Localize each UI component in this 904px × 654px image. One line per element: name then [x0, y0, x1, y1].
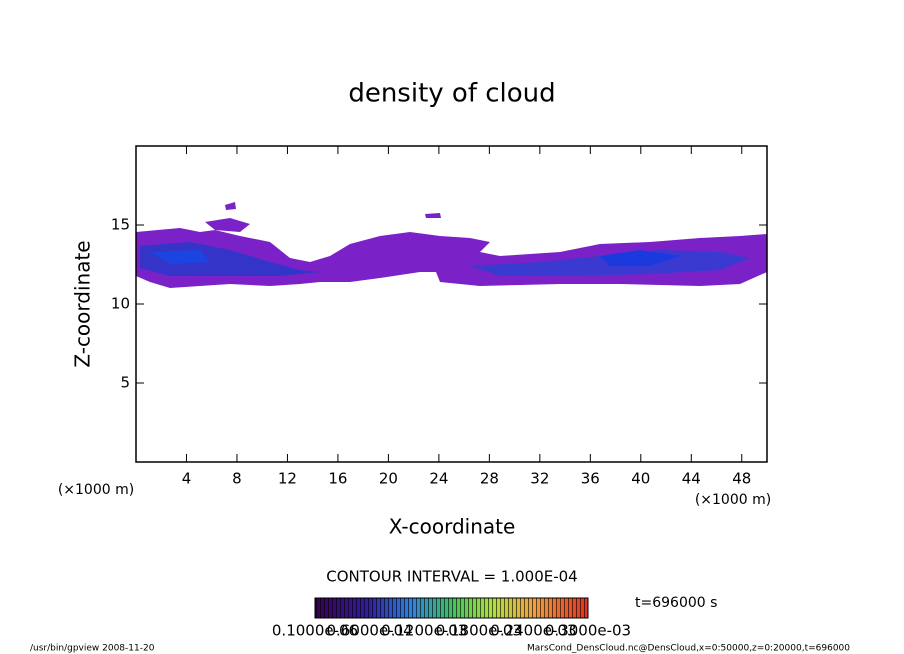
colorbar-label: 0.2400e-03	[490, 622, 576, 640]
x-tick-label: 12	[278, 470, 297, 488]
chart-title: density of cloud	[348, 79, 555, 109]
y-tick-label: 5	[120, 374, 130, 392]
footer-right: MarsCond_DensCloud.nc@DensCloud,x=0:5000…	[527, 644, 850, 654]
x-tick-label: 8	[232, 470, 242, 488]
cloud-field	[136, 202, 767, 288]
y-tick-label: 10	[111, 295, 130, 313]
x-axis-label: X-coordinate	[389, 515, 516, 539]
x-tick-label: 28	[480, 470, 499, 488]
footer-left: /usr/bin/gpview 2008-11-20	[30, 644, 155, 654]
colorbar-label: 0.6000e-04	[326, 622, 412, 640]
x-tick-label: 44	[682, 470, 701, 488]
x-tick-label: 36	[581, 470, 600, 488]
colorbar-frame	[314, 597, 589, 619]
colorbar-separators	[315, 598, 588, 618]
y-tick-label: 15	[111, 216, 130, 234]
colorbar-label: 0.1200e-03	[381, 622, 467, 640]
colorbar-label: 0.1000e-06	[272, 622, 358, 640]
x-tick-label: 40	[631, 470, 650, 488]
x-unit: (×1000 m)	[695, 492, 771, 508]
time-label: t=696000 s	[635, 595, 717, 611]
colorbar-label: 0.3000e-03	[545, 622, 631, 640]
x-tick-label: 16	[328, 470, 347, 488]
x-tick-label: 24	[429, 470, 448, 488]
y-axis-label: Z-coordinate	[71, 240, 95, 367]
colorbar-label: 0.1800e-03	[436, 622, 522, 640]
plot-frame	[135, 145, 768, 463]
x-tick-label: 32	[530, 470, 549, 488]
y-unit: (×1000 m)	[58, 482, 134, 498]
x-tick-label: 48	[732, 470, 751, 488]
x-tick-label: 20	[379, 470, 398, 488]
contour-interval: CONTOUR INTERVAL = 1.000E-04	[326, 568, 577, 586]
x-tick-label: 4	[182, 470, 192, 488]
